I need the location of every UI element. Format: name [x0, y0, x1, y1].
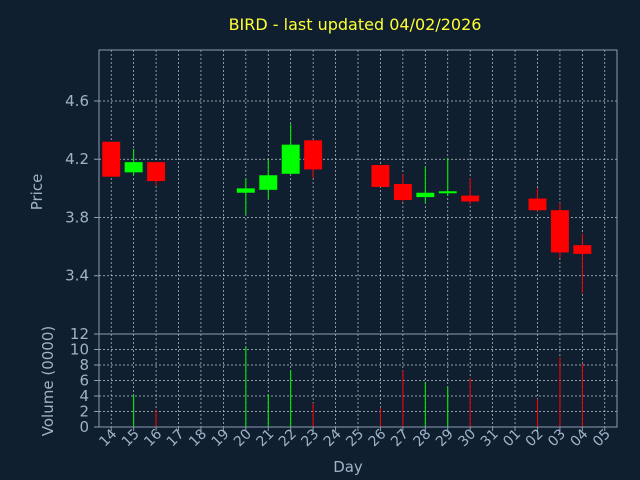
day-tick-label: 05	[590, 426, 614, 450]
price-tick-labels: 3.4 3.8 4.2 4.6	[65, 92, 99, 285]
candle-body	[416, 192, 435, 198]
x-axis-label: Day	[333, 458, 363, 476]
day-tick-label: 18	[186, 426, 210, 450]
candle-body	[393, 183, 412, 201]
day-tick-label: 26	[366, 426, 390, 450]
volume-series	[133, 346, 583, 427]
candle-body	[259, 175, 278, 190]
price-tick-label: 4.6	[65, 92, 89, 110]
volume-tick-label: 2	[79, 403, 89, 421]
day-tick-labels: 1415161718192021222324252627282930310102…	[96, 426, 613, 450]
day-tick-label: 02	[523, 426, 547, 450]
volume-tick-label: 4	[79, 387, 89, 405]
day-tick-label: 17	[164, 426, 188, 450]
day-tick-label: 21	[253, 426, 277, 450]
day-tick-label: 23	[298, 426, 322, 450]
day-tick-label: 15	[119, 426, 143, 450]
candlestick-series	[102, 124, 592, 294]
candle-body	[236, 188, 255, 193]
candle-body	[528, 198, 547, 211]
day-tick-label: 24	[321, 426, 345, 450]
candle-body	[304, 140, 323, 170]
day-tick-label: 30	[455, 426, 479, 450]
volume-tick-label: 12	[70, 325, 89, 343]
day-tick-label: 19	[209, 426, 233, 450]
day-tick-label: 20	[231, 426, 255, 450]
volume-gridlines	[99, 333, 617, 428]
price-axis-label: Price	[28, 174, 46, 211]
candle-body	[281, 144, 300, 174]
volume-tick-label: 6	[79, 372, 89, 390]
day-tick-label: 25	[343, 426, 367, 450]
candle-body	[461, 195, 480, 202]
day-tick-label: 03	[545, 426, 569, 450]
price-gridlines	[99, 50, 617, 334]
volume-panel-frame	[98, 333, 618, 428]
day-tick-label: 01	[500, 426, 524, 450]
day-tick-label: 04	[568, 426, 592, 450]
candle-body	[573, 245, 592, 254]
volume-tick-label: 10	[70, 341, 89, 359]
day-tick-label: 29	[433, 426, 457, 450]
day-tick-label: 27	[388, 426, 412, 450]
price-tick-label: 4.2	[65, 150, 89, 168]
candle-body	[371, 165, 390, 187]
candle-body	[102, 141, 121, 177]
day-tick-label: 28	[411, 426, 435, 450]
day-tick-label: 31	[478, 426, 502, 450]
volume-tick-label: 8	[79, 356, 89, 374]
day-tick-label: 22	[276, 426, 300, 450]
volume-axis-label: Volume (0000)	[39, 326, 57, 436]
day-tick-label: 16	[141, 426, 165, 450]
volume-tick-label: 0	[79, 418, 89, 436]
candle-body	[438, 191, 457, 194]
chart-title: BIRD - last updated 04/02/2026	[229, 15, 482, 34]
candle-body	[550, 210, 569, 253]
price-tick-label: 3.4	[65, 267, 89, 285]
candle-body	[147, 162, 166, 182]
candle-body	[124, 162, 143, 173]
price-tick-label: 3.8	[65, 208, 89, 226]
day-tick-label: 14	[96, 426, 120, 450]
